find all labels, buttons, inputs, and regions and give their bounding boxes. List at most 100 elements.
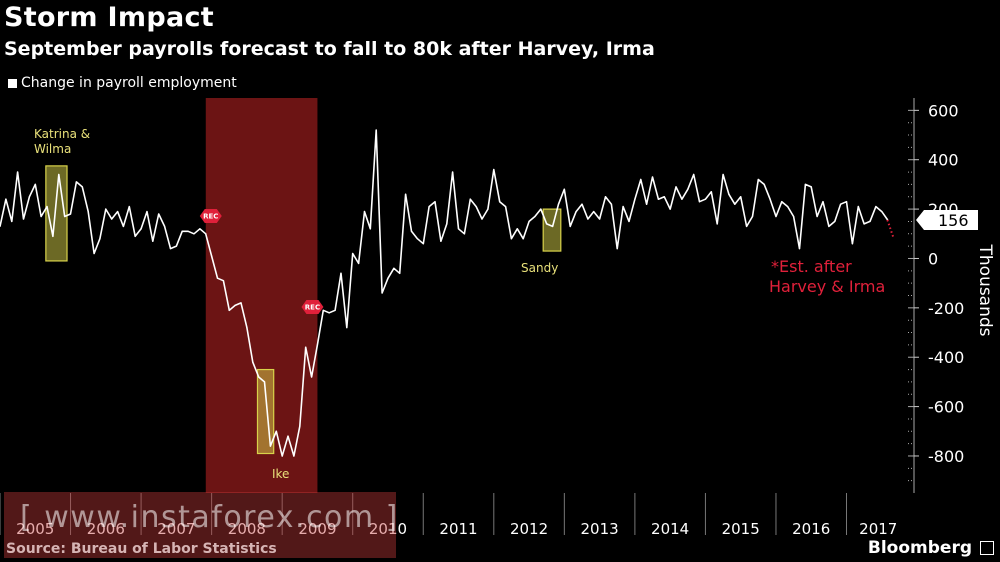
data-point	[793, 215, 795, 218]
x-tick-label: 2013	[581, 520, 619, 538]
data-point	[310, 376, 313, 378]
data-points	[0, 129, 889, 457]
data-point	[504, 206, 507, 208]
data-point	[822, 201, 824, 203]
x-tick-label: 2017	[859, 520, 897, 538]
storm-label-ike: Ike	[272, 467, 289, 481]
data-point	[840, 203, 842, 205]
data-point	[734, 203, 736, 205]
storm-label-katrina-line1: Katrina &	[34, 127, 90, 141]
data-point	[169, 247, 172, 250]
data-point	[434, 201, 436, 203]
storm-box	[256, 368, 275, 455]
x-tick-label: 2016	[792, 520, 830, 538]
data-point	[422, 243, 424, 245]
data-point	[81, 186, 83, 188]
data-point	[787, 206, 789, 208]
data-point	[487, 208, 489, 210]
data-point	[222, 280, 224, 282]
data-point	[804, 183, 806, 186]
estimate-line	[886, 219, 895, 240]
data-point	[87, 210, 89, 213]
y-tick-label: -200	[928, 299, 964, 318]
data-point	[587, 218, 589, 220]
data-point	[616, 247, 618, 250]
data-point	[281, 455, 283, 457]
data-point	[845, 201, 848, 203]
data-point	[698, 201, 701, 203]
data-point	[175, 245, 177, 247]
data-point	[863, 223, 865, 225]
x-tick-label: 2007	[157, 520, 195, 538]
data-point	[416, 238, 418, 240]
data-point	[493, 168, 495, 171]
chart-subtitle: September payrolls forecast to fall to 8…	[4, 38, 655, 60]
legend-label: Change in payroll employment	[21, 75, 237, 91]
data-point	[5, 198, 7, 200]
data-point	[581, 203, 583, 205]
data-point	[211, 255, 213, 257]
data-point	[46, 206, 48, 208]
source-note: Source: Bureau of Labor Statistics	[6, 541, 277, 557]
x-tick-label: 2005	[16, 520, 54, 538]
data-point	[669, 208, 671, 210]
data-point	[875, 206, 877, 208]
data-point	[869, 220, 871, 223]
x-tick-label: 2006	[87, 520, 125, 538]
data-point	[681, 198, 683, 200]
data-point	[599, 218, 601, 220]
data-point	[640, 178, 642, 181]
data-point	[405, 193, 407, 195]
data-point	[704, 198, 707, 200]
data-point	[381, 292, 383, 294]
data-point	[510, 238, 513, 240]
data-point	[352, 252, 354, 255]
data-point	[240, 302, 242, 304]
data-point	[663, 196, 665, 198]
estimate-annotation-line1: *Est. after	[771, 257, 852, 276]
y-tick-label: -800	[928, 447, 964, 466]
data-point	[122, 225, 125, 227]
data-point	[781, 201, 783, 203]
data-point	[346, 326, 348, 329]
data-point	[116, 210, 119, 213]
data-point	[463, 233, 466, 235]
data-point	[322, 309, 324, 311]
data-point	[716, 223, 718, 225]
data-point	[481, 218, 483, 220]
x-tick-label: 2014	[651, 520, 689, 538]
storm-label-sandy: Sandy	[521, 261, 558, 275]
data-point	[410, 230, 413, 232]
data-point	[675, 186, 677, 188]
data-point	[693, 173, 695, 176]
watermark-text: [ www.instaforex.com ]	[20, 500, 399, 535]
x-tick-label: 2015	[722, 520, 760, 538]
data-point	[828, 225, 830, 227]
data-point	[575, 210, 577, 213]
x-tick-label: 2009	[298, 520, 336, 538]
watermark-overlay	[4, 492, 396, 558]
data-point	[798, 247, 801, 250]
data-point	[52, 235, 54, 237]
data-point	[363, 210, 366, 213]
data-point	[316, 344, 319, 346]
data-point	[528, 220, 530, 223]
data-point	[134, 235, 136, 237]
data-point	[687, 188, 689, 190]
data-point	[17, 171, 19, 173]
data-point	[216, 277, 219, 279]
data-point	[152, 240, 154, 242]
data-point	[745, 225, 748, 227]
data-point	[816, 215, 818, 218]
data-point	[105, 208, 107, 210]
data-point	[534, 215, 536, 218]
data-point	[75, 181, 78, 183]
data-point	[646, 203, 648, 205]
data-point	[275, 430, 277, 432]
data-point	[881, 210, 883, 213]
data-point	[263, 381, 266, 383]
data-point	[181, 230, 183, 232]
rec-marker-end-label: REC	[305, 304, 320, 312]
data-point	[0, 225, 1, 227]
